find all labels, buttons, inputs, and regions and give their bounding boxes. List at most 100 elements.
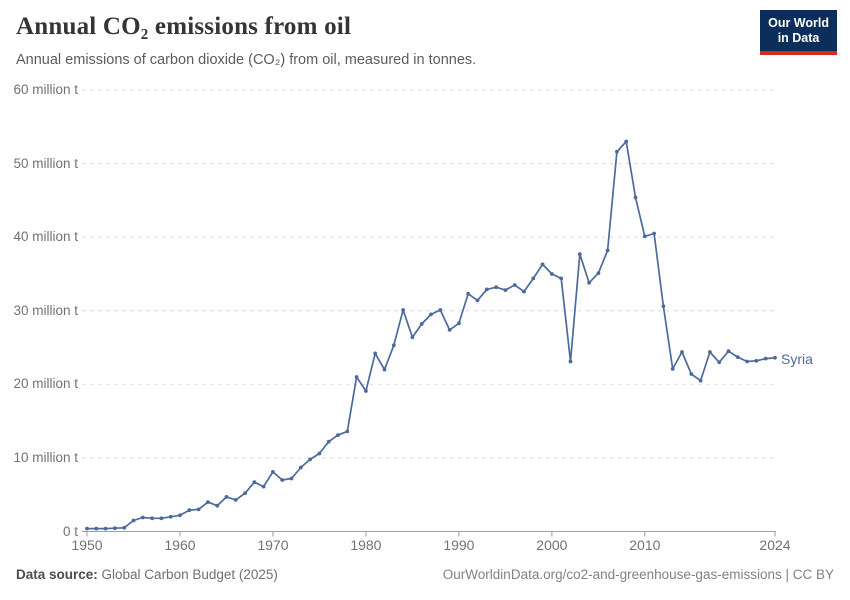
data-point bbox=[345, 429, 350, 434]
data-point bbox=[103, 526, 108, 531]
data-point bbox=[735, 355, 740, 359]
data-point bbox=[475, 298, 480, 303]
y-axis-tick-label: 0 t bbox=[62, 523, 78, 539]
data-line-syria bbox=[86, 140, 776, 530]
series-label-syria[interactable]: Syria bbox=[781, 350, 813, 367]
data-point bbox=[140, 515, 145, 520]
data-point bbox=[94, 526, 99, 531]
data-point bbox=[661, 304, 666, 309]
data-point bbox=[624, 139, 629, 144]
data-point bbox=[168, 514, 173, 519]
data-source-note: Data source: Global Carbon Budget (2025) bbox=[16, 567, 278, 582]
data-point bbox=[763, 356, 768, 361]
data-point bbox=[522, 289, 526, 294]
data-point bbox=[401, 308, 405, 312]
data-point bbox=[670, 367, 675, 371]
data-point bbox=[206, 500, 210, 504]
x-axis-tick-label: 1960 bbox=[164, 537, 196, 553]
x-axis-tick-label: 2024 bbox=[759, 537, 791, 553]
y-axis-tick-label: 20 million t bbox=[13, 376, 78, 392]
data-point bbox=[680, 350, 684, 354]
data-point bbox=[233, 498, 238, 502]
data-point bbox=[326, 439, 331, 444]
credit-note: OurWorldinData.org/co2-and-greenhouse-ga… bbox=[443, 567, 834, 582]
data-point bbox=[224, 495, 229, 499]
data-point bbox=[159, 516, 164, 521]
data-point bbox=[484, 287, 489, 292]
data-point bbox=[550, 272, 554, 276]
data-point bbox=[438, 308, 443, 312]
x-axis-tick-label: 1970 bbox=[257, 537, 289, 553]
data-point bbox=[317, 451, 322, 456]
data-point bbox=[308, 457, 312, 462]
data-point bbox=[457, 321, 461, 326]
y-axis-tick-label: 50 million t bbox=[13, 155, 78, 171]
data-point bbox=[466, 291, 471, 296]
data-point bbox=[196, 507, 201, 512]
data-point bbox=[726, 349, 731, 354]
data-point bbox=[410, 335, 415, 340]
data-point bbox=[503, 288, 508, 292]
data-point bbox=[187, 508, 192, 513]
data-point bbox=[447, 328, 452, 332]
data-point bbox=[243, 491, 248, 496]
data-point bbox=[364, 389, 368, 393]
y-axis-tick-label: 60 million t bbox=[13, 82, 78, 97]
data-point bbox=[336, 433, 340, 437]
x-axis-tick-label: 1950 bbox=[71, 537, 103, 553]
data-point bbox=[717, 360, 722, 365]
data-source-label: Data source: bbox=[16, 567, 98, 582]
data-point bbox=[382, 367, 387, 372]
owid-logo-line2: in Data bbox=[777, 30, 820, 45]
x-axis-tick-label: 1980 bbox=[350, 537, 382, 553]
y-axis-tick-label: 30 million t bbox=[13, 302, 78, 318]
data-point bbox=[280, 478, 285, 482]
x-axis-tick-label: 2010 bbox=[629, 537, 661, 553]
data-point bbox=[773, 355, 777, 360]
data-point bbox=[587, 280, 591, 285]
owid-logo[interactable]: Our World in Data bbox=[760, 10, 837, 55]
page-title: Annual CO₂ emissions from oil bbox=[16, 13, 352, 40]
data-point bbox=[689, 372, 694, 376]
data-point bbox=[113, 526, 117, 531]
data-point bbox=[429, 312, 433, 317]
data-point bbox=[605, 248, 610, 253]
data-point bbox=[540, 262, 545, 267]
data-point bbox=[745, 359, 749, 364]
data-point bbox=[698, 378, 703, 383]
data-point bbox=[271, 470, 275, 474]
data-point bbox=[708, 350, 712, 354]
data-point bbox=[122, 525, 127, 530]
data-point bbox=[419, 322, 424, 326]
data-point bbox=[754, 358, 759, 363]
data-point bbox=[373, 351, 378, 356]
data-point bbox=[642, 234, 647, 239]
data-point bbox=[559, 276, 564, 281]
data-point bbox=[252, 480, 257, 485]
data-point bbox=[150, 516, 155, 521]
data-point bbox=[131, 518, 136, 523]
data-point bbox=[261, 484, 266, 489]
data-point bbox=[289, 476, 294, 481]
y-axis-tick-label: 40 million t bbox=[13, 229, 78, 245]
data-point bbox=[298, 465, 303, 470]
credit-link[interactable]: OurWorldinData.org/co2-and-greenhouse-ga… bbox=[442, 567, 782, 582]
data-point bbox=[178, 513, 182, 518]
data-source-value: Global Carbon Budget (2025) bbox=[97, 567, 278, 582]
data-point bbox=[215, 503, 220, 508]
owid-logo-line1: Our World bbox=[768, 16, 829, 30]
data-point bbox=[531, 276, 536, 281]
data-point bbox=[652, 231, 656, 236]
data-point bbox=[568, 359, 573, 364]
data-point bbox=[577, 252, 582, 256]
data-point bbox=[596, 271, 601, 276]
credit-separator: | bbox=[781, 567, 793, 582]
x-axis-tick-label: 2000 bbox=[536, 537, 568, 553]
data-point bbox=[633, 195, 638, 200]
x-axis-tick-label: 1990 bbox=[443, 537, 475, 553]
data-point bbox=[391, 343, 396, 348]
data-point bbox=[512, 283, 517, 287]
data-point bbox=[615, 149, 619, 154]
